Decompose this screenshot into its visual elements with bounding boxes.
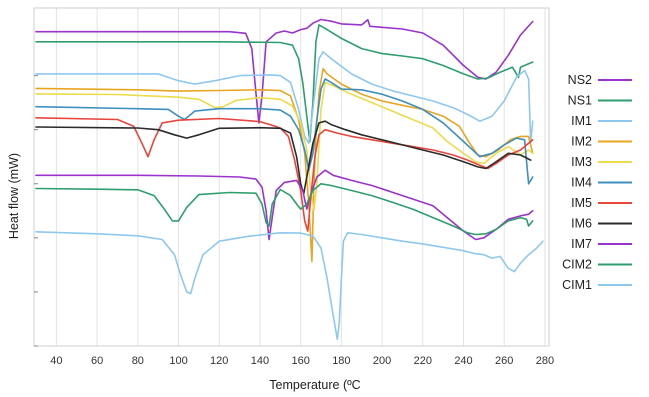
x-axis-title: Temperature (ºC bbox=[269, 378, 360, 392]
x-tick-label: 40 bbox=[50, 355, 62, 367]
x-tick-label: 240 bbox=[454, 355, 472, 367]
x-tick-label: 140 bbox=[251, 355, 269, 367]
legend-label-cim1: CIM1 bbox=[562, 278, 592, 292]
legend-label-im6: IM6 bbox=[571, 217, 592, 231]
x-tick-label: 120 bbox=[210, 355, 228, 367]
legend-label-im5: IM5 bbox=[571, 196, 592, 210]
x-tick-label: 260 bbox=[495, 355, 513, 367]
series-line-cim1 bbox=[35, 231, 544, 340]
legend-label-im2: IM2 bbox=[571, 135, 592, 149]
legend-label-im1: IM1 bbox=[571, 114, 592, 128]
x-tick-label: 160 bbox=[291, 355, 309, 367]
x-tick-label: 280 bbox=[536, 355, 554, 367]
y-tick-marks bbox=[34, 75, 38, 347]
x-tick-label: 80 bbox=[132, 355, 144, 367]
legend-label-ns2: NS2 bbox=[568, 73, 592, 87]
legend: NS2 NS1 IM1 IM2 IM3 IM4 IM5 IM6 IM7 CIM2 CIM1 bbox=[562, 73, 632, 292]
legend-label-ns1: NS1 bbox=[568, 94, 592, 108]
x-tick-label: 60 bbox=[91, 355, 103, 367]
series-line-im1 bbox=[35, 51, 534, 144]
series-line-ns1 bbox=[35, 24, 534, 143]
legend-label-im4: IM4 bbox=[571, 176, 592, 190]
x-tick-label: 200 bbox=[373, 355, 391, 367]
series-line-im7 bbox=[35, 169, 534, 241]
series-line-im2 bbox=[35, 68, 534, 263]
series-line-im5 bbox=[35, 117, 534, 232]
x-tick-labels: 40 60 80 100 120 140 160 180 200 220 240 260 280 bbox=[50, 355, 554, 367]
series-line-ns2 bbox=[35, 18, 534, 124]
legend-label-im7: IM7 bbox=[571, 237, 592, 251]
x-tick-label: 180 bbox=[332, 355, 350, 367]
legend-label-cim2: CIM2 bbox=[562, 258, 592, 272]
series-line-cim2 bbox=[35, 183, 534, 236]
series-line-im3 bbox=[35, 81, 534, 212]
legend-label-im3: IM3 bbox=[571, 155, 592, 169]
series-line-im6 bbox=[35, 120, 532, 195]
x-tick-label: 100 bbox=[169, 355, 187, 367]
y-axis-title: Heat flow (mW) bbox=[7, 153, 21, 239]
x-tick-label: 220 bbox=[414, 355, 432, 367]
series-line-im4 bbox=[35, 78, 534, 185]
plot-background bbox=[34, 8, 549, 346]
plot-frame bbox=[33, 7, 550, 347]
series-lines bbox=[35, 18, 544, 340]
